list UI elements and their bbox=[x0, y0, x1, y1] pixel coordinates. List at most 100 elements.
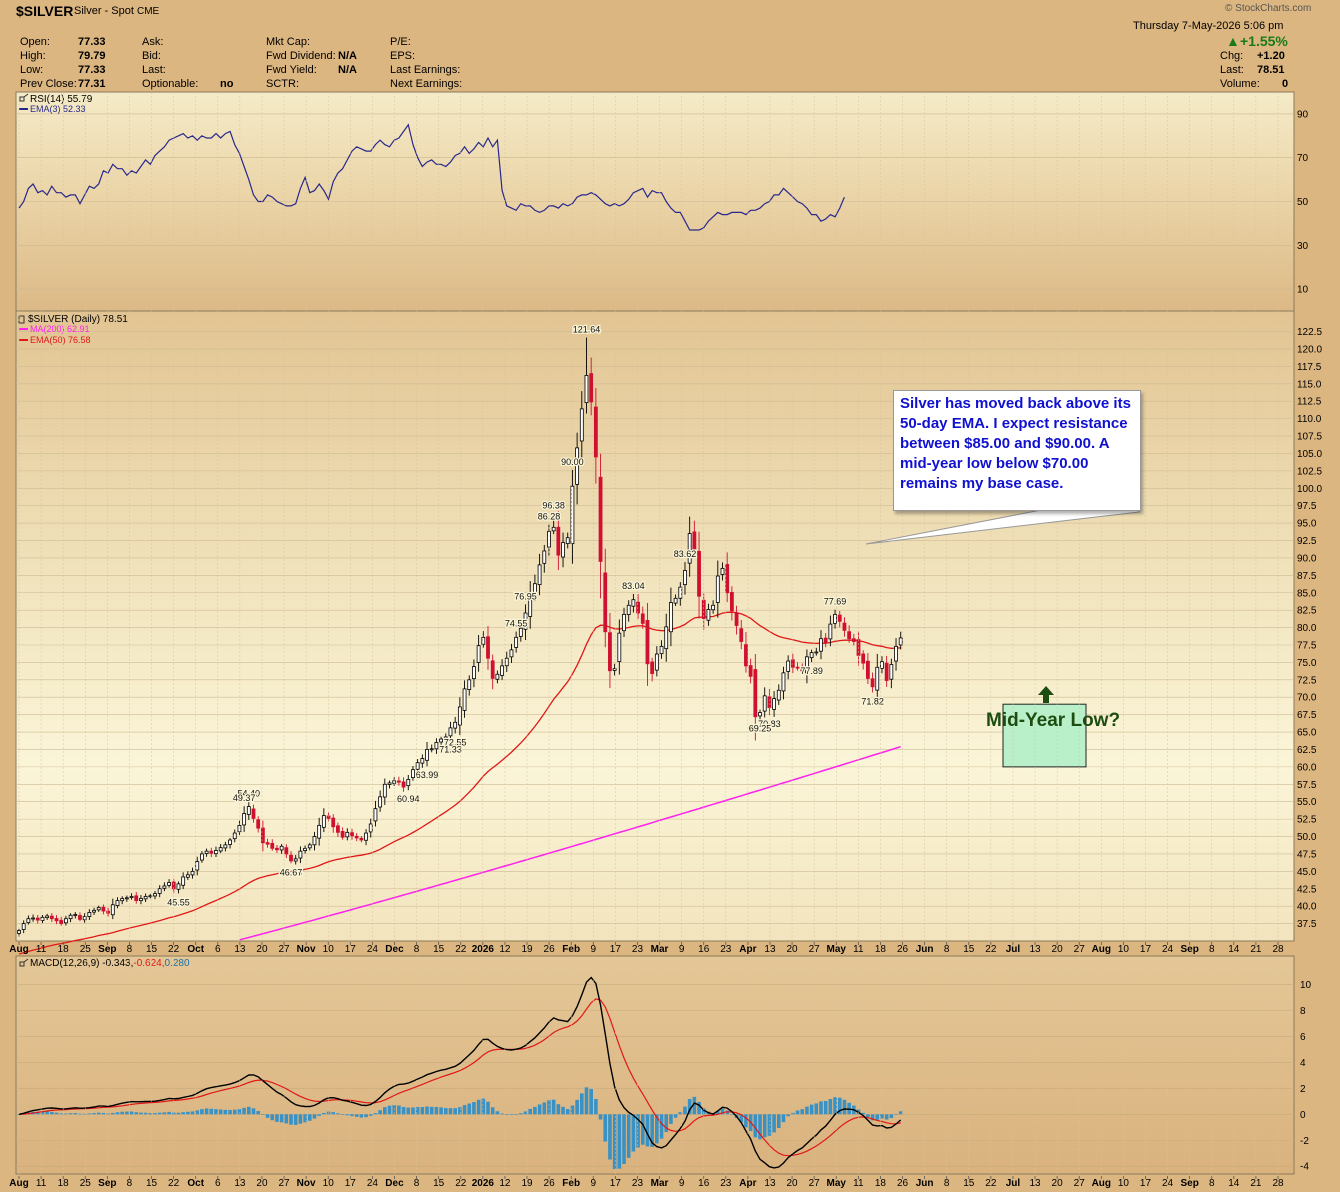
price-x-tick-label: 27 bbox=[278, 944, 290, 955]
macd-x-tick-label: 22 bbox=[455, 1178, 467, 1189]
macd-histogram-bar bbox=[776, 1114, 781, 1129]
candle bbox=[78, 915, 82, 920]
high-label: High: bbox=[20, 50, 46, 62]
macd-histogram-bar bbox=[162, 1112, 167, 1115]
price-tick-label: 50.0 bbox=[1297, 832, 1317, 843]
ema3-legend-label: EMA(3) 52.33 bbox=[30, 104, 86, 114]
macd-x-tick-label: 23 bbox=[720, 1178, 732, 1189]
macd-histogram-bar bbox=[143, 1112, 148, 1115]
macd-x-tick-label: 23 bbox=[632, 1178, 644, 1189]
macd-histogram-bar bbox=[603, 1114, 608, 1142]
candle bbox=[148, 895, 153, 898]
candle bbox=[669, 602, 673, 633]
macd-histogram-bar bbox=[617, 1114, 622, 1169]
price-x-tick-label: 15 bbox=[963, 944, 975, 955]
candle bbox=[861, 653, 866, 664]
macd-x-tick-label: 13 bbox=[764, 1178, 776, 1189]
quote-date: Thursday 7-May-2026 5:06 pm bbox=[1133, 20, 1284, 32]
candle bbox=[898, 637, 903, 646]
macd-x-tick-label: 10 bbox=[1118, 1178, 1130, 1189]
price-point-label: 63.99 bbox=[416, 770, 439, 780]
prev-close-value: 77.31 bbox=[78, 78, 106, 90]
candle bbox=[35, 917, 40, 921]
price-x-tick-label: 26 bbox=[544, 944, 556, 955]
macd-x-tick-label: May bbox=[827, 1178, 847, 1189]
candle bbox=[589, 373, 594, 403]
price-x-tick-label: 19 bbox=[521, 944, 533, 955]
candle bbox=[373, 808, 378, 822]
macd-x-tick-label: Sep bbox=[1180, 1178, 1198, 1189]
candle bbox=[654, 653, 659, 671]
price-x-tick-label: May bbox=[827, 944, 847, 955]
last-earnings-label: Last Earnings: bbox=[390, 64, 461, 76]
candle bbox=[776, 689, 781, 701]
volume-value: 0 bbox=[1282, 78, 1289, 90]
macd-histogram-bar bbox=[59, 1113, 64, 1115]
macd-histogram-bar bbox=[406, 1107, 411, 1115]
macd-histogram-bar bbox=[500, 1113, 504, 1115]
macd-histogram-bar bbox=[519, 1113, 523, 1115]
macd-x-tick-label: 11 bbox=[36, 1178, 47, 1189]
candle bbox=[664, 626, 669, 650]
next-earnings-label: Next Earnings: bbox=[390, 78, 463, 90]
macd-histogram-bar bbox=[795, 1110, 800, 1115]
macd-x-tick-label: 21 bbox=[1250, 1178, 1262, 1189]
macd-histogram-bar bbox=[303, 1114, 307, 1123]
exchange: CME bbox=[137, 6, 160, 17]
macd-x-tick-label: 24 bbox=[367, 1178, 379, 1189]
price-point-label: 74.55 bbox=[505, 619, 528, 629]
macd-histogram-bar bbox=[640, 1114, 645, 1145]
macd-histogram-bar bbox=[762, 1114, 767, 1138]
price-x-tick-label: 22 bbox=[168, 944, 180, 955]
ma200-legend-label: MA(200) 62.91 bbox=[30, 324, 90, 334]
price-x-tick-label: Oct bbox=[187, 944, 204, 955]
candle bbox=[303, 847, 307, 852]
macd-histogram-bar bbox=[809, 1104, 814, 1115]
price-x-tick-label: 28 bbox=[1272, 944, 1284, 955]
price-tick-label: 110.0 bbox=[1297, 414, 1322, 425]
price-x-tick-label: 11 bbox=[36, 944, 47, 955]
macd-histogram-bar bbox=[453, 1108, 457, 1115]
candle bbox=[514, 636, 519, 648]
price-x-tick-label: Aug bbox=[1092, 944, 1111, 955]
macd-histogram-bar bbox=[495, 1111, 500, 1115]
candle bbox=[406, 779, 411, 787]
price-x-tick-label: 24 bbox=[1162, 944, 1174, 955]
price-x-tick-label: 13 bbox=[1029, 944, 1041, 955]
macd-histogram-bar bbox=[270, 1114, 275, 1121]
price-x-tick-label: 15 bbox=[433, 944, 445, 955]
macd-x-tick-label: Aug bbox=[1092, 1178, 1111, 1189]
macd-histogram-bar bbox=[486, 1101, 490, 1115]
candle bbox=[157, 888, 162, 894]
pe-label: P/E: bbox=[390, 36, 411, 48]
macd-signal-line bbox=[18, 998, 901, 1157]
macd-histogram-bar bbox=[326, 1111, 331, 1115]
price-point-label: 54.49 bbox=[238, 788, 261, 798]
candle bbox=[101, 906, 106, 912]
macd-histogram-bar bbox=[200, 1109, 204, 1115]
candle bbox=[82, 916, 87, 921]
macd-histogram-bar bbox=[514, 1114, 518, 1115]
price-x-tick-label: 18 bbox=[875, 944, 887, 955]
price-point-label: 76.95 bbox=[514, 591, 537, 601]
macd-tick-label: -4 bbox=[1300, 1162, 1309, 1173]
candle bbox=[415, 762, 420, 770]
macd-histogram-bar bbox=[242, 1107, 246, 1115]
macd-histogram-bar bbox=[359, 1114, 364, 1118]
candle bbox=[21, 923, 26, 930]
chg-value: +1.20 bbox=[1257, 50, 1285, 62]
candle bbox=[68, 914, 73, 920]
candle bbox=[387, 782, 392, 785]
macd-histogram-bar bbox=[345, 1114, 350, 1116]
candle bbox=[753, 669, 758, 718]
macd-histogram-bar bbox=[889, 1114, 894, 1118]
candle bbox=[842, 622, 847, 631]
last-price-value: 78.51 bbox=[1257, 64, 1285, 76]
price-tick-label: 47.5 bbox=[1297, 849, 1317, 860]
macd-histogram-bar bbox=[195, 1110, 200, 1115]
macd-histogram-bar bbox=[64, 1113, 68, 1115]
macd-histogram-bar bbox=[298, 1114, 303, 1124]
macd-histogram-bar bbox=[528, 1108, 533, 1115]
macd-x-tick-label: 27 bbox=[278, 1178, 290, 1189]
macd-histogram-bar bbox=[92, 1113, 96, 1115]
